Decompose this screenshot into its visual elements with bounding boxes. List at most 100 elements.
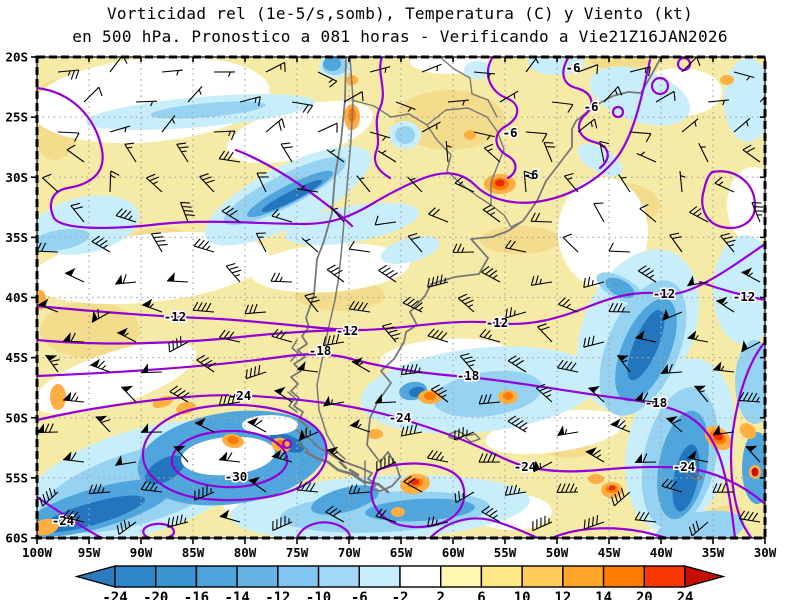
wind-barb [63,451,85,463]
wind-barb [507,415,528,433]
wind-barb [213,71,236,77]
wind-barb [140,423,163,433]
barb-staff [741,271,761,283]
wind-barb [88,483,111,495]
vorticity-blob [39,495,145,533]
barb-staff [483,143,501,163]
barb-staff [523,170,534,193]
barb-staff [447,99,469,106]
wind-barb [356,175,371,193]
wind-barb [426,516,449,528]
barb-staff [343,91,364,103]
wind-barb [140,481,163,493]
wind-barb [225,262,242,283]
barb-staff [616,354,631,373]
barb-pennant [95,415,108,422]
wind-barb [271,208,293,223]
colorbar-box [643,565,686,588]
wind-barb [713,424,735,436]
barb-staff [121,386,137,403]
wind-barb [317,122,338,133]
barb-staff [247,419,267,433]
barb-staff [135,100,158,107]
wind-barb [109,170,120,193]
colorbar-box [358,565,401,588]
barb-staff [62,332,85,343]
vorticity-blob [424,392,436,400]
wind-barb [745,445,761,463]
wind-barb [504,239,527,253]
wind-barb [583,276,605,289]
wind-barb [301,237,319,253]
vorticity-blob [655,510,745,538]
wind-barb [109,57,128,73]
barb-staff [562,233,579,253]
barb-staff [403,475,423,493]
wind-barb [636,151,657,163]
latitude-axis: 20S 25S 30S 35S 40S 45S 50S 55S 60S [5,50,28,546]
barb-staff [317,71,338,88]
wind-barb [505,307,527,319]
wind-barb [585,447,605,463]
wind-barb [219,451,241,463]
barb-staff [374,401,397,404]
colorbar-label: -6 [351,590,368,600]
wind-barb [375,508,397,523]
barb-staff [689,206,709,223]
wind-barb [298,427,319,442]
wind-barb [738,510,761,523]
barb-staff [535,383,553,403]
wind-barb [245,365,267,380]
barb-staff [634,453,657,463]
wind-barb [557,425,579,437]
colorbar-label: -12 [265,590,290,600]
vorticity-blob [528,57,584,75]
barb-staff [169,385,190,403]
wind-barb [483,143,501,163]
barb-staff [326,449,345,463]
barb-staff [427,328,449,343]
barb-staff [291,101,314,114]
barb-staff [348,240,371,253]
wind-barb [39,487,59,507]
wind-barb [64,267,85,283]
chart-title-line2: en 500 hPa. Pronostico a 081 horas - Ver… [72,27,728,46]
wind-barb [271,328,293,343]
wind-barb [115,455,137,466]
lat-label: 60S [5,531,28,546]
wind-barb [176,142,189,163]
wind-barb [218,393,241,407]
barb-pennant [121,385,133,392]
barb-staff [478,453,501,463]
contour-labels: -6 -6 -6 -6 -12 -12 -12 -12 -12 -18 -18 -18 -24 -24 -2… [50,59,757,530]
wind-barb [322,334,345,347]
contour-label: -6 [565,60,580,75]
colorbar-box [195,565,238,588]
barb-staff [557,429,579,437]
contour-bottom-a [295,521,352,538]
barb-pennant [617,355,629,361]
barb-pennant [687,330,697,340]
wind-barb [193,238,215,253]
vorticity-blob [261,179,323,213]
barb-pennant [219,451,228,461]
wind-barb [629,66,651,77]
barb-pennant [716,296,728,305]
barb-staff [213,130,236,141]
wind-barb [687,450,709,463]
wind-barb [447,99,469,106]
wind-barb [535,383,553,403]
lon-label: 95W [78,545,101,560]
barb-staff [109,125,131,133]
wind-barb [348,240,371,253]
barb-staff [421,63,442,73]
longitude-axis: 100W 95W 90W 85W 80W 75W 70W 65W 60W 55W 50W 45W 40W… [22,545,777,560]
barb-pennant [661,363,668,374]
barb-staff [218,150,241,163]
barb-staff [225,262,242,283]
colorbar-arrow-right [684,565,726,588]
wind-barb [481,265,501,283]
wind-barb [618,174,631,193]
barb-staff [142,303,163,313]
lon-label: 30W [754,545,777,560]
